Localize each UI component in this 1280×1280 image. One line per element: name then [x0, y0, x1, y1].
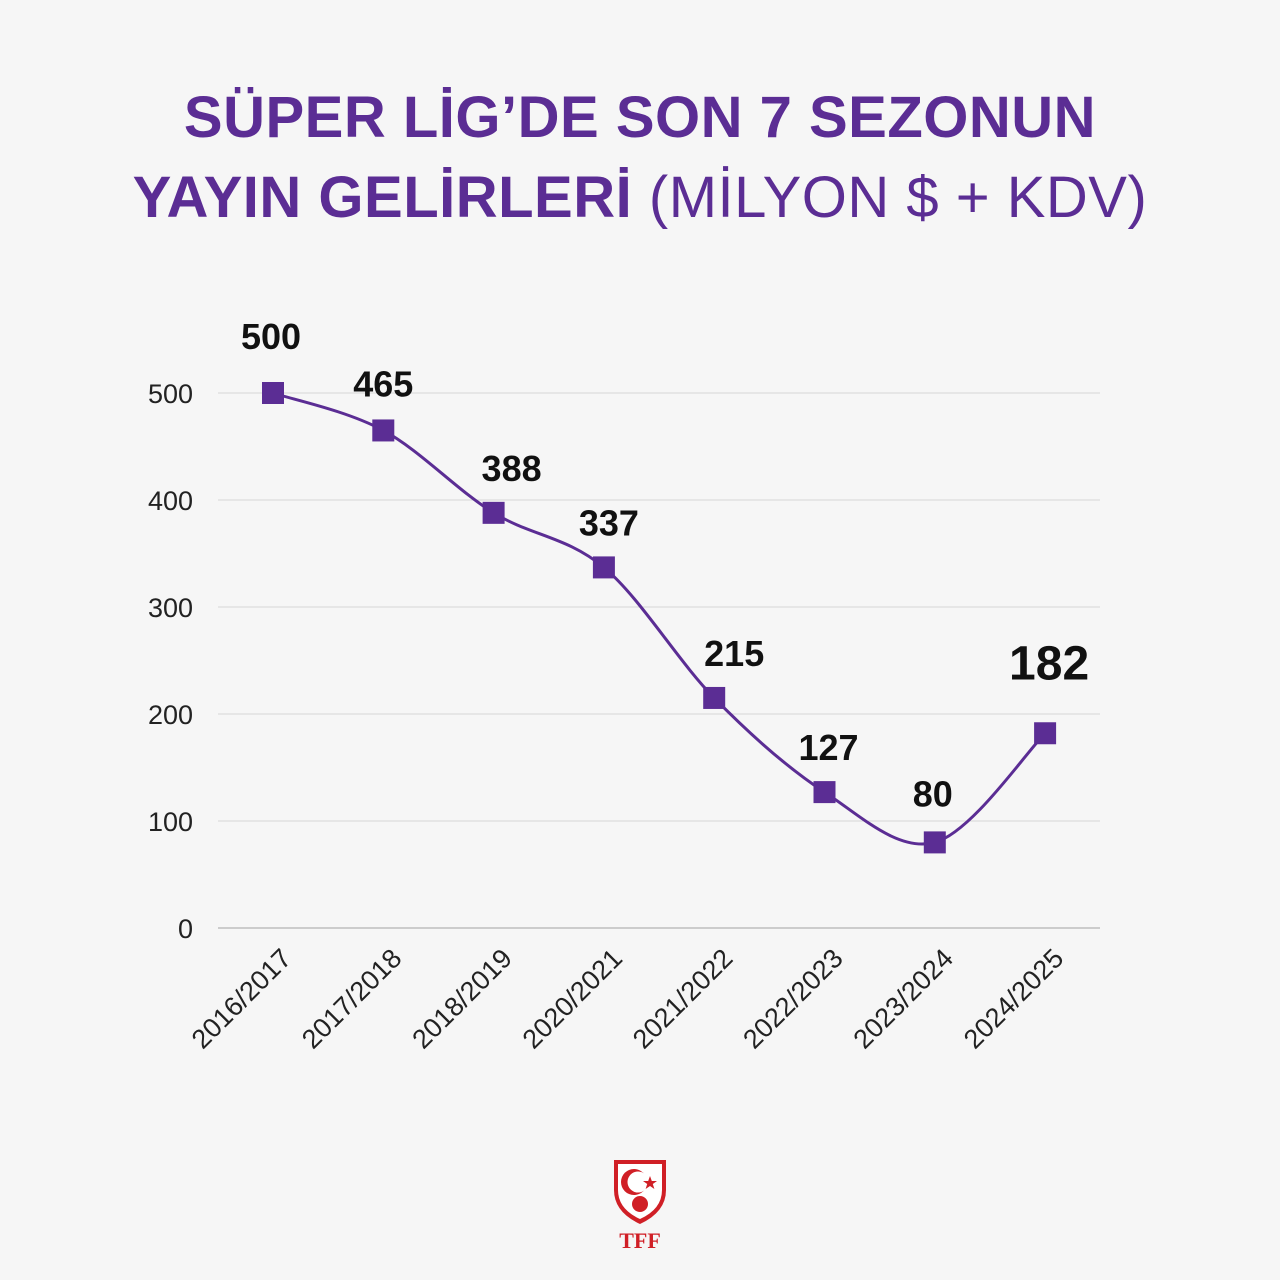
x-tick-label: 2018/2019	[406, 943, 517, 1054]
data-label: 127	[798, 727, 858, 768]
data-label: 182	[1009, 637, 1089, 690]
y-tick-label: 400	[148, 486, 193, 516]
x-tick-label: 2023/2024	[848, 943, 959, 1054]
x-tick-label: 2024/2025	[958, 943, 1069, 1054]
data-label: 465	[353, 363, 413, 404]
data-point-marker	[1034, 722, 1057, 745]
data-point-marker	[482, 501, 505, 524]
x-tick-label: 2021/2022	[627, 943, 738, 1054]
tff-crest-icon	[614, 1160, 666, 1224]
data-label: 500	[241, 316, 301, 357]
title-main: YAYIN GELİRLERİ	[132, 165, 633, 230]
data-point-marker	[592, 556, 615, 579]
data-point-marker	[813, 781, 836, 804]
data-point-marker	[262, 382, 284, 404]
title-unit: (MİLYON $ + KDV)	[648, 165, 1148, 230]
data-label: 337	[579, 502, 639, 543]
x-tick-label: 2017/2018	[296, 943, 407, 1054]
y-tick-label: 300	[148, 593, 193, 623]
data-point-marker	[703, 686, 726, 709]
tff-logo-text: TFF	[619, 1228, 661, 1253]
y-tick-label: 500	[148, 379, 193, 409]
title-line-1: SÜPER LİG’DE SON 7 SEZONUN	[183, 85, 1097, 150]
y-tick-label: 200	[148, 700, 193, 730]
data-point-marker	[923, 831, 946, 854]
x-tick-label: 2022/2023	[737, 943, 848, 1054]
x-tick-label: 2020/2021	[517, 943, 628, 1054]
data-label: 388	[482, 448, 542, 489]
title-line-2: YAYIN GELİRLERİ (MİLYON $ + KDV)	[0, 158, 1280, 238]
data-point-marker	[372, 419, 395, 442]
data-label: 80	[913, 773, 953, 814]
data-label: 215	[704, 633, 764, 674]
y-tick-label: 0	[178, 914, 193, 944]
chart-title: SÜPER LİG’DE SON 7 SEZONUN YAYIN GELİRLE…	[0, 78, 1280, 238]
y-tick-label: 100	[148, 807, 193, 837]
x-tick-label: 2016/2017	[186, 943, 297, 1054]
tff-logo: TFF	[600, 1156, 680, 1256]
